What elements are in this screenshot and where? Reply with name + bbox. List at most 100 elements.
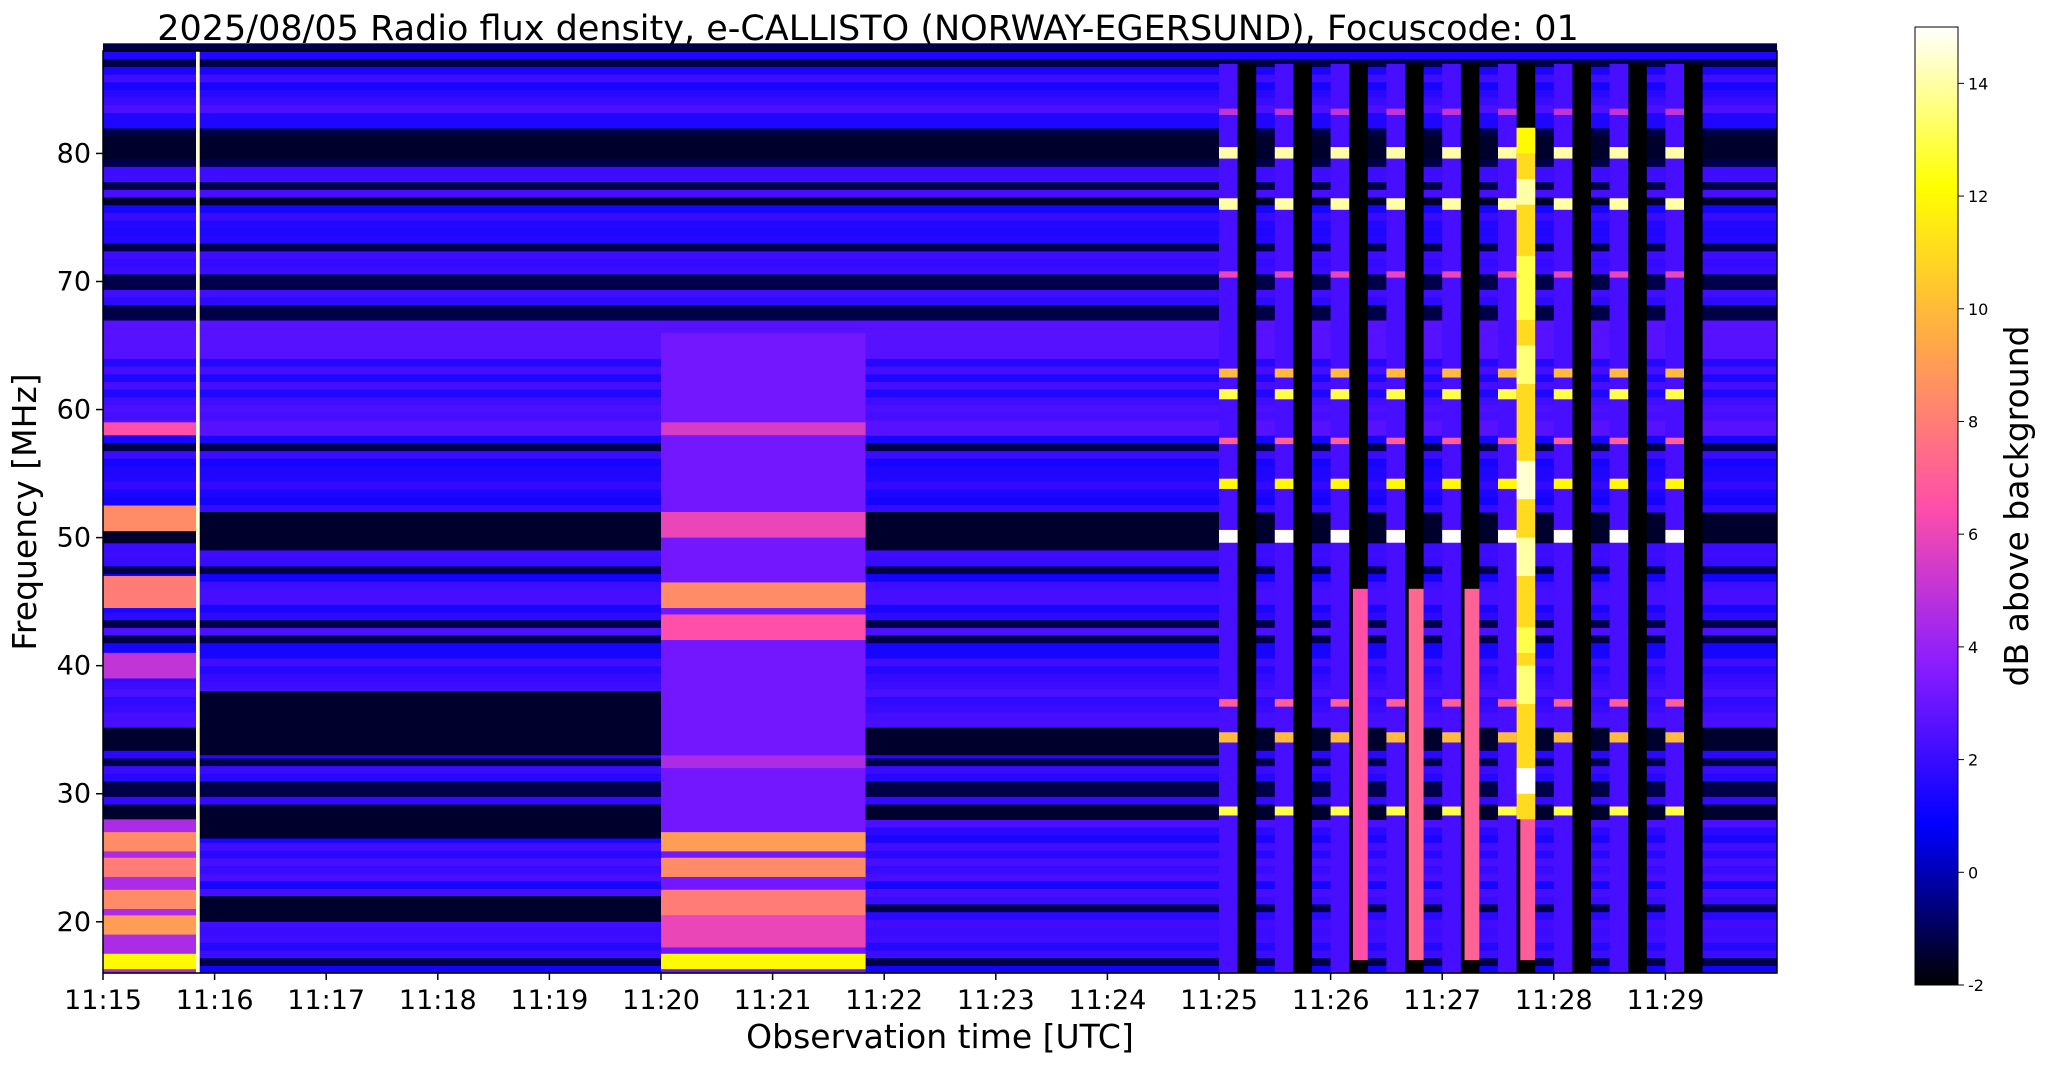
frequency-band — [103, 304, 1777, 313]
emission-band — [661, 614, 866, 641]
calibration-line — [1442, 806, 1461, 816]
frequency-band — [103, 181, 1777, 190]
calibration-line — [1498, 198, 1517, 210]
calibration-line — [1553, 198, 1573, 210]
frequency-band — [103, 196, 1777, 206]
frequency-band — [103, 143, 1777, 152]
frequency-band — [103, 381, 1777, 390]
quiet-band — [199, 896, 661, 922]
calibration-line — [1553, 271, 1573, 278]
calibration-line — [1330, 437, 1350, 445]
colorbar-tick-label: 0 — [1968, 863, 1978, 882]
frequency-band — [103, 204, 1777, 213]
calibration-line — [1274, 806, 1294, 816]
calibration-segment — [1442, 63, 1461, 974]
calibration-line — [1553, 368, 1573, 378]
frequency-band — [103, 957, 1777, 966]
plot-area — [102, 43, 1778, 974]
frequency-band — [103, 880, 1777, 890]
colorbar-label: dB above background — [1997, 326, 2036, 687]
frequency-band — [103, 404, 1777, 413]
frequency-band — [103, 550, 1777, 559]
frequency-band — [103, 704, 1777, 713]
emission-band — [103, 953, 196, 970]
colorbar-tick-label: 12 — [1968, 187, 1988, 206]
calibration-line — [1274, 368, 1294, 378]
emission-band — [103, 652, 196, 679]
colorbar-tick-label: 10 — [1968, 300, 1988, 319]
frequency-band — [103, 43, 1777, 52]
calibration-line — [1330, 147, 1350, 159]
frequency-band — [103, 435, 1777, 444]
frequency-band — [103, 273, 1777, 283]
colorbar-tick-label: 14 — [1968, 74, 1988, 93]
drifting-burst-core — [1516, 255, 1536, 320]
x-tick-label: 11:21 — [734, 985, 812, 1016]
calibration-line — [1442, 147, 1461, 159]
enhanced-column — [1352, 588, 1368, 961]
x-tick-label: 11:23 — [957, 985, 1035, 1016]
calibration-gap — [1628, 63, 1647, 974]
frequency-band — [103, 66, 1777, 75]
frequency-band — [103, 58, 1777, 67]
calibration-line — [1219, 732, 1238, 743]
frequency-band — [103, 135, 1777, 144]
calibration-line — [1219, 529, 1238, 543]
emission-band — [661, 889, 866, 916]
frequency-band — [103, 366, 1777, 375]
frequency-band — [103, 342, 1777, 352]
emission-band — [103, 576, 196, 609]
calibration-line — [1330, 271, 1350, 278]
frequency-band — [103, 243, 1777, 252]
x-tick-label: 11:20 — [622, 985, 700, 1016]
frequency-band — [103, 389, 1777, 398]
y-tick-label: 30 — [57, 779, 91, 810]
colorbar-gradient — [1914, 26, 1959, 986]
frequency-band — [103, 711, 1777, 721]
x-tick-label: 11:17 — [287, 985, 365, 1016]
emission-band — [661, 832, 866, 852]
y-axis-label: Frequency [MHz] — [5, 373, 44, 650]
frequency-band — [103, 358, 1777, 367]
frequency-band — [103, 926, 1777, 936]
broadband-spike — [196, 51, 200, 973]
frequency-band — [103, 757, 1777, 767]
calibration-line — [1330, 529, 1350, 543]
calibration-line — [1609, 478, 1629, 489]
calibration-line — [1553, 108, 1573, 116]
calibration-line — [1665, 368, 1684, 378]
quiet-band — [199, 819, 661, 839]
calibration-line — [1330, 732, 1350, 743]
calibration-segment — [1386, 63, 1405, 974]
frequency-band — [103, 903, 1777, 913]
frequency-band — [103, 450, 1777, 459]
calibration-line — [1219, 437, 1238, 445]
frequency-band — [103, 488, 1777, 498]
calibration-line — [1665, 732, 1684, 743]
calibration-line — [1386, 437, 1405, 445]
x-tick-label: 11:18 — [399, 985, 477, 1016]
calibration-line — [1330, 198, 1350, 210]
calibration-line — [1553, 732, 1573, 743]
y-tick-label: 60 — [57, 395, 91, 426]
enhanced-column — [1408, 588, 1424, 961]
calibration-line — [1442, 698, 1461, 707]
calibration-line — [1553, 478, 1573, 489]
y-tick-label: 70 — [57, 267, 91, 298]
calibration-line — [1553, 529, 1573, 543]
frequency-band — [103, 281, 1777, 290]
calibration-line — [1498, 478, 1517, 489]
frequency-band — [103, 834, 1777, 843]
x-axis: 11:15 11:16 11:17 11:18 11:19 11:20 11:21 11:22… — [64, 973, 1704, 1016]
enhanced-column — [1464, 588, 1480, 961]
calibration-line — [1553, 698, 1573, 707]
calibration-segment — [1219, 63, 1238, 974]
calibration-line — [1665, 108, 1684, 116]
calibration-line — [1386, 732, 1405, 743]
y-tick-label: 40 — [57, 651, 91, 682]
calibration-line — [1274, 529, 1294, 543]
frequency-band — [103, 873, 1777, 882]
calibration-segment — [1665, 63, 1684, 974]
calibration-line — [1386, 478, 1405, 489]
calibration-segment — [1609, 63, 1629, 974]
